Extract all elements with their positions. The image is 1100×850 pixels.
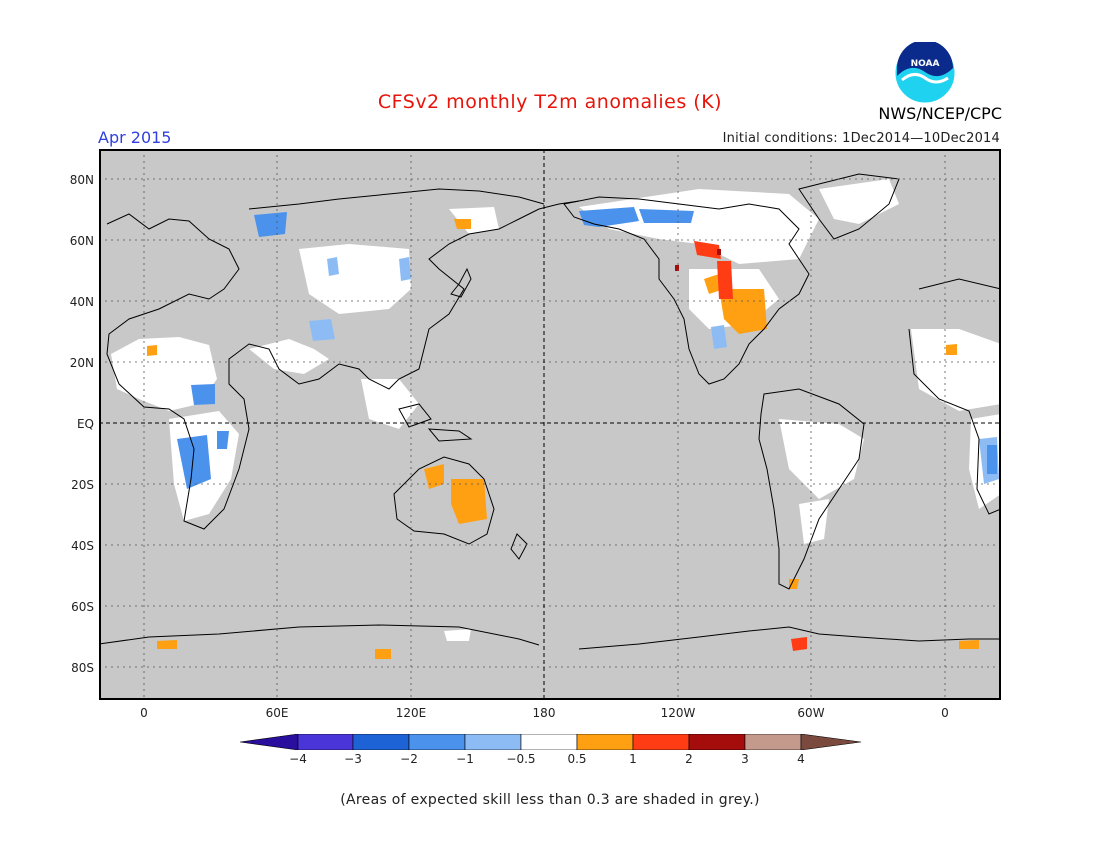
colorbar-bin	[744, 734, 802, 750]
colorbar-bin	[464, 734, 522, 750]
colorbar-bin	[352, 734, 410, 750]
lat-label-60s: 60S	[71, 600, 94, 614]
lat-label-80s: 80S	[71, 661, 94, 675]
colorbar-bin	[520, 734, 578, 750]
colorbar-arrow-low	[240, 734, 299, 750]
colorbar-tick-label: 2	[685, 752, 693, 766]
noaa-logo-text: NOAA	[911, 59, 940, 69]
lon-label-120e: 120E	[395, 706, 427, 720]
colorbar-tick-label: −1	[456, 752, 474, 766]
lon-label-180: 180	[532, 706, 556, 720]
colorbar-tick-label: −4	[289, 752, 307, 766]
colorbar-tick-label: 3	[741, 752, 749, 766]
equator-dateline	[99, 149, 1001, 700]
warm-anomaly-medium-regions	[694, 241, 807, 651]
colorbar-bin	[408, 734, 466, 750]
colorbar-arrow-high	[800, 734, 862, 750]
world-map	[99, 149, 1001, 700]
map-border	[99, 149, 1001, 700]
colorbar-tick-label: 1	[629, 752, 637, 766]
lat-label-80n: 80N	[69, 173, 94, 187]
colorbar-tick-label: −3	[344, 752, 362, 766]
lat-label-eq: EQ	[76, 417, 94, 431]
lat-label-40s: 40S	[71, 539, 94, 553]
lon-label-120w: 120W	[660, 706, 696, 720]
initial-conditions-label: Initial conditions: 1Dec2014—10Dec2014	[722, 131, 1000, 146]
cool-anomaly-medium-regions	[177, 207, 997, 489]
lon-label-0-left: 0	[140, 706, 148, 720]
chart-title: CFSv2 monthly T2m anomalies (K)	[377, 91, 723, 113]
colorbar-tick-label: 0.5	[567, 752, 587, 766]
colorbar-bin	[576, 734, 634, 750]
colorbar-tick-label: −0.5	[506, 752, 536, 766]
lon-label-60e: 60E	[265, 706, 289, 720]
colorbar-bin	[688, 734, 746, 750]
map-background	[99, 149, 1001, 700]
colorbar-bin	[632, 734, 690, 750]
colorbar-tick-label: −2	[400, 752, 418, 766]
lat-label-60n: 60N	[69, 234, 94, 248]
warm-anomaly-light-regions	[147, 219, 979, 659]
lat-label-20s: 20S	[71, 478, 94, 492]
lon-label-60w: 60W	[797, 706, 825, 720]
graticule	[99, 149, 1001, 700]
lat-label-20n: 20N	[69, 356, 94, 370]
lon-label-0-right: 0	[941, 706, 949, 720]
coastlines	[99, 173, 1001, 650]
colorbar-tick-label: 4	[797, 752, 805, 766]
noaa-logo: NOAA	[894, 42, 956, 104]
lat-label-40n: 40N	[69, 295, 94, 309]
colorbar-bin	[297, 734, 354, 750]
valid-month-label: Apr 2015	[98, 128, 172, 147]
skill-footnote: (Areas of expected skill less than 0.3 a…	[340, 792, 760, 808]
colorbar	[240, 734, 862, 750]
agency-label: NWS/NCEP/CPC	[878, 104, 1002, 123]
